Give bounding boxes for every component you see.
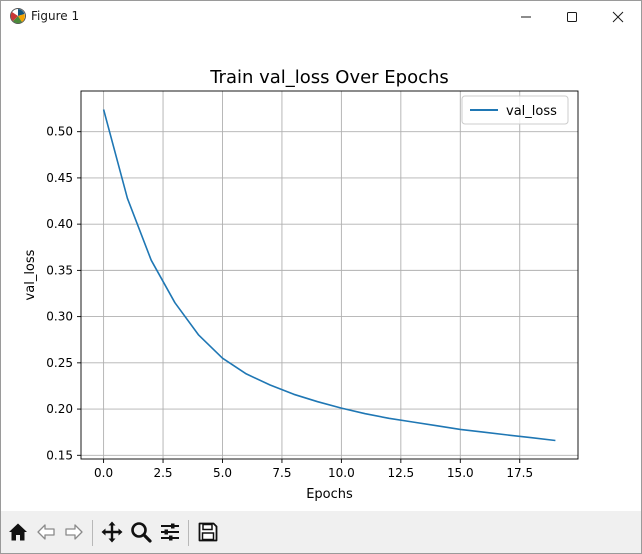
y-tick-label: 0.20	[46, 402, 73, 416]
toolbar-separator	[92, 520, 93, 546]
maximize-icon	[567, 11, 577, 22]
y-tick-label: 0.40	[46, 217, 73, 231]
minimize-button[interactable]	[503, 1, 549, 32]
pan-move-icon	[101, 521, 123, 543]
forward-button[interactable]	[61, 519, 87, 545]
x-tick-label: 5.0	[213, 466, 232, 480]
y-tick-label: 0.45	[46, 171, 73, 185]
close-icon	[612, 11, 624, 22]
matplotlib-app-icon	[10, 8, 26, 24]
configure-subplots-button[interactable]	[157, 519, 183, 545]
y-tick-label: 0.15	[46, 448, 73, 462]
chart-title: Train val_loss Over Epochs	[209, 67, 449, 88]
home-button[interactable]	[5, 519, 31, 545]
close-button[interactable]	[595, 1, 641, 32]
x-tick-label: 0.0	[94, 466, 113, 480]
home-icon	[9, 523, 27, 541]
y-tick-label: 0.35	[46, 263, 73, 277]
maximize-button[interactable]	[549, 1, 595, 32]
toolbar-separator	[188, 520, 189, 546]
axes-frame	[80, 90, 579, 460]
x-tick-label: 7.5	[272, 466, 291, 480]
pan-button[interactable]	[99, 519, 125, 545]
save-figure-icon	[198, 522, 218, 542]
title-bar[interactable]: Figure 1	[1, 1, 641, 32]
save-button[interactable]	[195, 519, 221, 545]
x-tick-label: 12.5	[387, 466, 414, 480]
y-tick-label: 0.50	[46, 125, 73, 139]
minimize-icon	[521, 16, 531, 17]
x-tick-label: 17.5	[506, 466, 533, 480]
y-axis-label: val_loss	[23, 249, 38, 300]
x-tick-label: 2.5	[153, 466, 172, 480]
forward-arrow-icon	[65, 524, 83, 540]
x-axis-label: Epochs	[306, 487, 353, 502]
configure-subplots-icon	[161, 523, 179, 541]
zoom-button[interactable]	[128, 519, 154, 545]
back-arrow-icon	[37, 524, 55, 540]
legend: val_loss	[461, 95, 569, 125]
legend-label: val_loss	[506, 104, 557, 119]
y-tick-label: 0.25	[46, 356, 73, 370]
series-line-val-loss	[102, 109, 556, 442]
window-title: Figure 1	[31, 9, 80, 23]
zoom-magnifier-icon	[131, 522, 152, 543]
navigation-toolbar	[1, 511, 641, 553]
figure-canvas[interactable]: 0.0 2.5 5.0 7.5 10.0 12.5 15.0 17.5 0.15 0.20 0.25…	[1, 32, 641, 511]
back-button[interactable]	[33, 519, 59, 545]
y-tick-label: 0.30	[46, 310, 73, 324]
x-tick-label: 15.0	[447, 466, 474, 480]
line-chart: 0.0 2.5 5.0 7.5 10.0 12.5 15.0 17.5 0.15 0.20 0.25…	[23, 67, 579, 502]
x-tick-label: 10.0	[328, 466, 355, 480]
